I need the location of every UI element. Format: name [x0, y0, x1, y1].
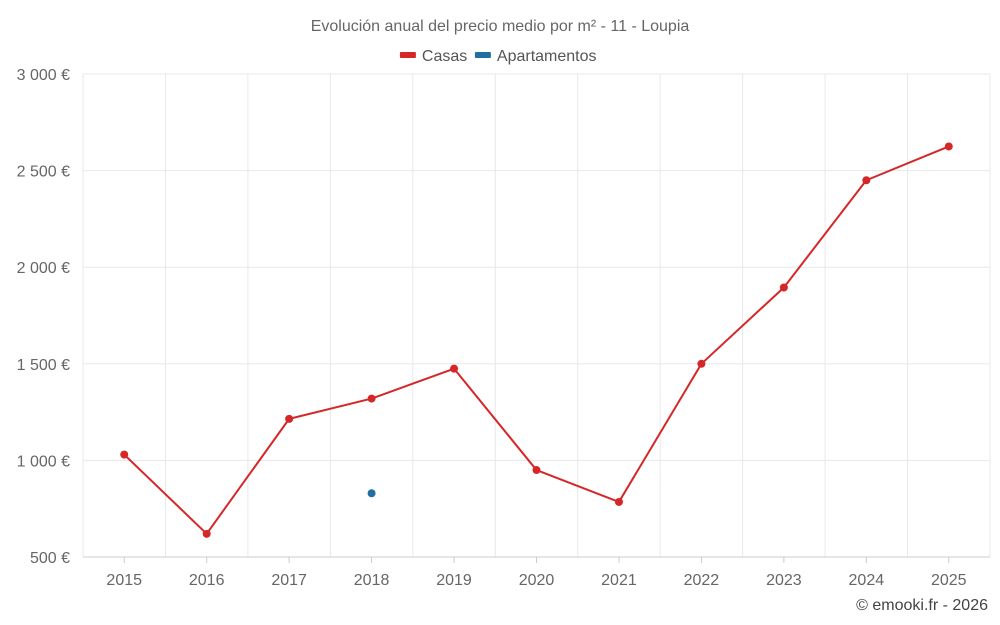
data-point [367, 394, 376, 403]
data-point [532, 466, 541, 475]
legend-item-apartamentos: Apartamentos [474, 48, 597, 65]
legend-label: Casas [422, 48, 467, 65]
legend-swatch [474, 52, 491, 58]
y-tick-label: 2 500 € [17, 164, 70, 181]
y-tick-label: 2 000 € [17, 260, 70, 277]
credit-text: © emooki.fr - 2026 [856, 597, 988, 614]
legend: Casas Apartamentos [399, 48, 597, 65]
data-point [120, 450, 129, 459]
grid [82, 73, 991, 557]
data-point [285, 414, 294, 423]
x-tick-label: 2017 [271, 572, 307, 589]
y-tick-label: 1 000 € [17, 453, 70, 470]
x-tick-label: 2022 [684, 572, 720, 589]
data-point [450, 364, 459, 373]
data-point [779, 283, 788, 292]
data-point [614, 497, 623, 506]
data-point [697, 359, 706, 368]
x-tick-label: 2015 [106, 572, 142, 589]
chart-title: Evolución anual del precio medio por m² … [311, 18, 690, 35]
y-tick-label: 1 500 € [17, 357, 70, 374]
data-point [202, 529, 211, 538]
x-tick-label: 2021 [601, 572, 637, 589]
data-point [367, 489, 376, 498]
legend-label: Apartamentos [497, 48, 597, 65]
x-tick-label: 2024 [849, 572, 885, 589]
y-tick-label: 500 € [30, 550, 70, 567]
x-tick-label: 2019 [436, 572, 472, 589]
series-apartamentos [367, 489, 376, 498]
data-point [862, 176, 871, 185]
x-tick-label: 2023 [766, 572, 802, 589]
data-point [944, 142, 953, 151]
x-tick-label: 2018 [354, 572, 390, 589]
axes: 500 € 1 000 € 1 500 € 2 000 € 2 500 € 3 000 €… [17, 67, 990, 589]
legend-swatch [399, 52, 416, 58]
x-tick-label: 2016 [189, 572, 225, 589]
series-casas [120, 142, 953, 538]
series [120, 142, 953, 538]
x-tick-label: 2020 [519, 572, 555, 589]
x-tick-label: 2025 [931, 572, 967, 589]
legend-item-casas: Casas [399, 48, 467, 65]
y-tick-label: 3 000 € [17, 67, 70, 84]
